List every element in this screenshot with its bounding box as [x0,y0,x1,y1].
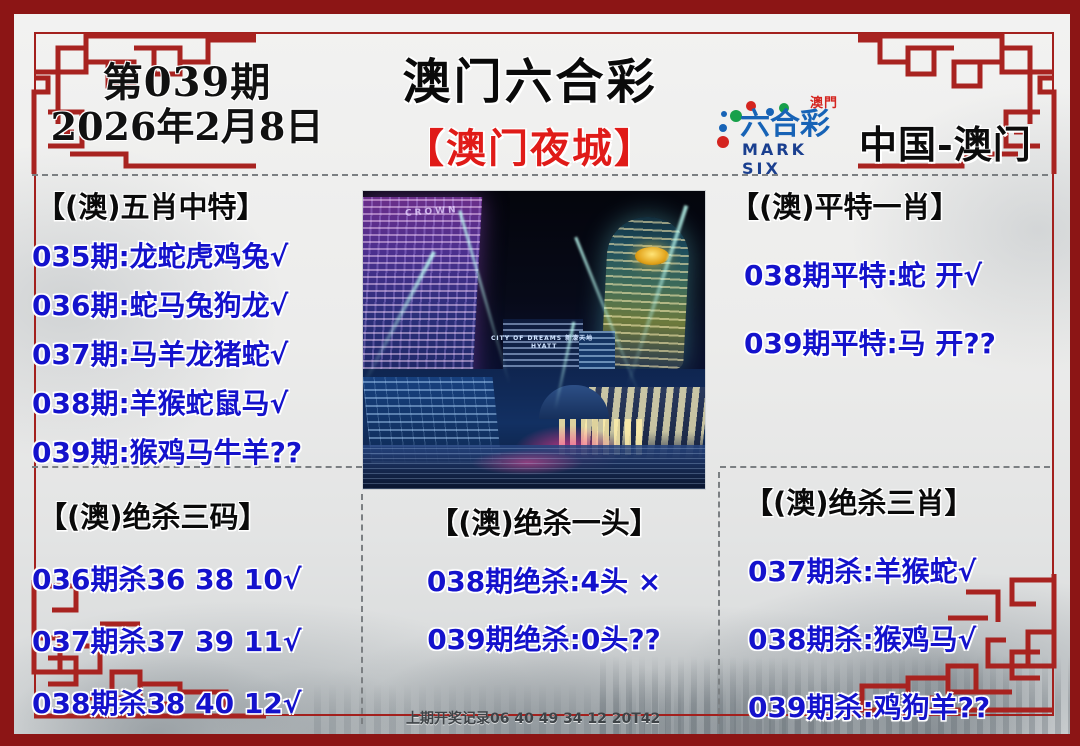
photo-caption-center: CITY OF DREAMS 新濠天地 [491,335,594,342]
prediction-row: 038期杀:猴鸡马√ [748,623,977,656]
logo-dots-icon [717,101,789,148]
panel-title: 【(澳)绝杀一头】 [429,506,659,540]
panel-title: 【(澳)绝杀三肖】 [744,486,974,520]
prediction-row: 039期平特:马 开?? [744,327,996,360]
panel-ping-te-one-zodiac: 【(澳)平特一肖】 038期平特:蛇 开√ 039期平特:马 开?? [720,184,1064,362]
photo-gold-emblem [635,247,669,265]
divider-header-bottom [32,174,1048,176]
mark-six-logo: 六合彩 澳門 MARK SIX [714,96,854,178]
photo-water-reflection [363,445,705,489]
prediction-row: 039期绝杀:0头?? [427,623,661,656]
divider-right-mid [720,466,1050,468]
prediction-row: 038期:羊猴蛇鼠马√ [32,387,289,420]
prediction-row: 039期杀:鸡狗羊?? [748,691,991,724]
logo-macau-badge: 澳門 [810,96,839,111]
panel-kill-one-head: 【(澳)绝杀一头】 038期绝杀:4头 × 039期绝杀:0头?? [374,500,714,658]
prediction-row: 039期:猴鸡马牛羊?? [32,436,303,469]
panel-five-zodiac: 【(澳)五肖中特】 035期:龙蛇虎鸡兔√ 036期:蛇马兔狗龙√ 037期:马… [32,184,362,471]
issue-date: 2026年2月8日 [50,104,324,149]
page-title: 澳门六合彩 [402,54,658,110]
prediction-row: 037期:马羊龙猪蛇√ [32,338,289,371]
prediction-row: 038期杀38 40 12√ [32,687,302,720]
last-draw-record: 上期开奖记录06 40 49 34 12 20T42 [406,711,661,727]
page-subtitle: 【澳门夜城】 [404,126,656,172]
prediction-row: 038期绝杀:4头 × [426,565,662,598]
poster-header: 第039期 2026年2月8日 澳门六合彩 【澳门夜城】 六合彩 澳門 [14,14,1070,178]
region-label: 中国-澳门 [859,122,1032,167]
prediction-row: 037期杀:羊猴蛇√ [748,555,977,588]
panel-title: 【(澳)绝杀三码】 [38,500,268,534]
poster-canvas: 第039期 2026年2月8日 澳门六合彩 【澳门夜城】 六合彩 澳門 [14,14,1070,734]
panel-kill-three-codes: 【(澳)绝杀三码】 036期杀36 38 10√ 037期杀37 39 11√ … [32,494,368,734]
panel-kill-three-zodiac: 【(澳)绝杀三肖】 037期杀:羊猴蛇√ 038期杀:猴鸡马√ 039期杀:鸡狗… [720,480,1064,726]
logo-chinese-text: 六合彩 [740,107,830,142]
title-block: 澳门六合彩 【澳门夜城】 [332,42,728,174]
issue-block: 第039期 2026年2月8日 [42,62,332,148]
prediction-row: 037期杀37 39 11√ [32,625,302,658]
prediction-row: 036期杀36 38 10√ [32,563,302,596]
prediction-row: 036期:蛇马兔狗龙√ [32,289,289,322]
prediction-row: 035期:龙蛇虎鸡兔√ [32,240,289,273]
logo-english-text: MARK SIX [742,140,808,178]
panel-title: 【(澳)五肖中特】 [36,190,266,224]
prediction-row: 038期平特:蛇 开√ [744,259,983,292]
photo-caption-hotel: HYATT [531,343,558,350]
casino-night-photo: CROWN CITY OF DREAMS 新濠天地 HYATT [362,190,706,490]
issue-number: 第039期 [102,59,272,106]
panel-title: 【(澳)平特一肖】 [730,190,960,224]
